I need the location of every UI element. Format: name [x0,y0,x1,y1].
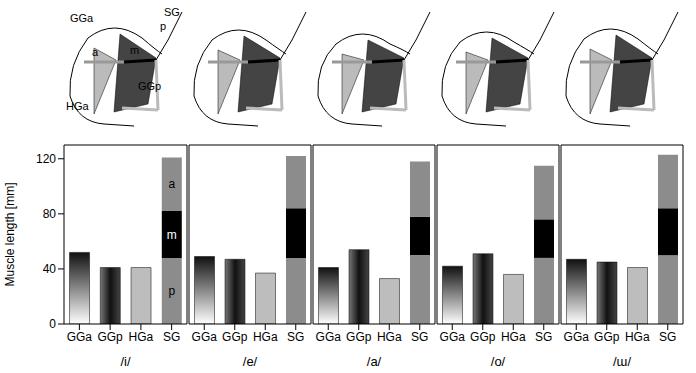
svg-text:HGa: HGa [501,330,526,344]
svg-text:80: 80 [43,207,57,221]
svg-text:HGa: HGa [625,330,650,344]
svg-text:a: a [92,46,99,58]
svg-text:GGa: GGa [192,330,218,344]
svg-text:m: m [167,228,177,242]
svg-text:GGp: GGp [470,330,496,344]
svg-text:GGa: GGa [440,330,466,344]
svg-text:SG: SG [535,330,552,344]
svg-text:GGa: GGa [564,330,590,344]
svg-text:/a/: /a/ [367,354,382,368]
svg-text:120: 120 [36,152,56,166]
svg-text:Muscle length [mm]: Muscle length [mm] [4,182,17,286]
svg-text:p: p [160,20,166,32]
svg-text:0: 0 [49,317,56,331]
svg-text:SG: SG [164,6,180,18]
svg-text:GGp: GGp [594,330,620,344]
svg-text:GGp: GGp [222,330,248,344]
svg-text:GGa: GGa [70,12,94,24]
svg-text:/o/: /o/ [491,354,506,368]
svg-text:/ɯ/: /ɯ/ [613,354,631,368]
svg-text:SG: SG [659,330,676,344]
svg-text:SG: SG [411,330,428,344]
svg-text:GGp: GGp [346,330,372,344]
svg-text:HGa: HGa [253,330,278,344]
svg-text:/i/: /i/ [120,354,131,368]
svg-text:SG: SG [287,330,304,344]
svg-text:GGp: GGp [97,330,123,344]
svg-text:GGa: GGa [67,330,93,344]
svg-text:HGa: HGa [129,330,154,344]
svg-text:GGp: GGp [138,80,161,92]
svg-text:HGa: HGa [377,330,402,344]
svg-text:GGa: GGa [316,330,342,344]
svg-text:HGa: HGa [66,100,90,112]
svg-text:a: a [168,177,175,191]
svg-text:m: m [130,44,139,56]
svg-text:40: 40 [43,262,57,276]
svg-text:SG: SG [163,330,180,344]
svg-text:/e/: /e/ [243,354,258,368]
svg-text:p: p [168,284,175,298]
